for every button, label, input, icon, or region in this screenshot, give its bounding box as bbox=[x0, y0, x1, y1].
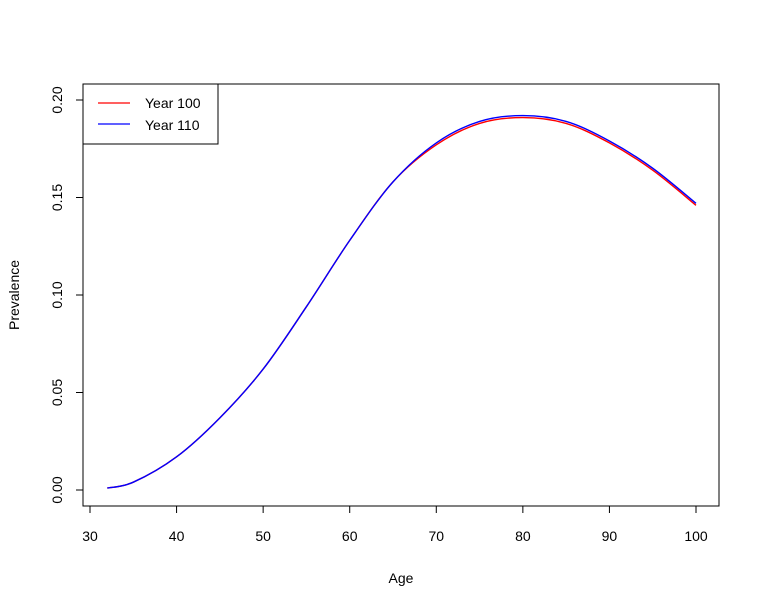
x-tick-label: 80 bbox=[515, 528, 531, 544]
x-axis-title: Age bbox=[389, 570, 414, 586]
y-tick-label: 0.00 bbox=[49, 476, 65, 503]
y-tick-label: 0.10 bbox=[49, 281, 65, 308]
x-tick-label: 40 bbox=[169, 528, 185, 544]
legend: Year 100 Year 110 bbox=[82, 83, 219, 145]
legend-label-year-110: Year 110 bbox=[145, 117, 200, 133]
y-tick-label: 0.15 bbox=[49, 184, 65, 211]
x-tick-label: 100 bbox=[684, 528, 708, 544]
x-tick-label: 90 bbox=[602, 528, 618, 544]
x-tick-label: 70 bbox=[428, 528, 444, 544]
x-tick-label: 60 bbox=[342, 528, 358, 544]
x-axis: 30 40 50 60 70 80 90 100 bbox=[82, 505, 708, 544]
y-tick-label: 0.20 bbox=[49, 86, 65, 113]
y-tick-label: 0.05 bbox=[49, 379, 65, 406]
series-layer bbox=[107, 114, 697, 489]
series-line-year-110 bbox=[107, 114, 697, 489]
y-axis: 0.00 0.05 0.10 0.15 0.20 bbox=[49, 86, 84, 504]
plot-frame bbox=[82, 83, 720, 507]
legend-box bbox=[82, 83, 219, 145]
x-tick-label: 50 bbox=[255, 528, 271, 544]
y-axis-title: Prevalence bbox=[6, 260, 22, 330]
x-tick-label: 30 bbox=[82, 528, 98, 544]
legend-label-year-100: Year 100 bbox=[145, 95, 201, 111]
